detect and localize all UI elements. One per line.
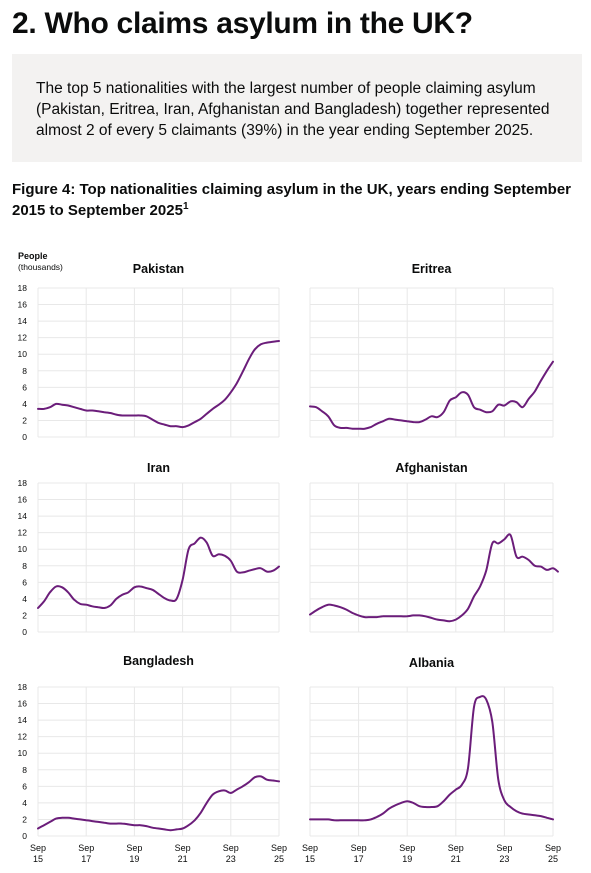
y-tick-label: 4: [22, 594, 27, 604]
x-tick-label-year: 25: [548, 854, 558, 864]
panel-title-afghanistan: Afghanistan: [395, 461, 467, 475]
y-tick-label: 12: [18, 732, 28, 742]
y-tick-label: 14: [18, 715, 28, 725]
y-axis-label: People: [18, 251, 48, 261]
x-tick-label-year: 21: [451, 854, 461, 864]
x-tick-label-year: 23: [226, 854, 236, 864]
y-tick-label: 14: [18, 316, 28, 326]
y-tick-label: 2: [22, 814, 27, 824]
y-tick-label: 4: [22, 798, 27, 808]
x-tick-label-year: 19: [402, 854, 412, 864]
x-tick-label-month: Sep: [78, 843, 94, 853]
y-axis-unit-label: (thousands): [18, 262, 63, 272]
series-line-afghanistan[interactable]: [310, 534, 558, 621]
y-tick-label: 4: [22, 399, 27, 409]
y-tick-label: 0: [22, 432, 27, 442]
x-tick-label-month: Sep: [175, 843, 191, 853]
panel-iran: 0 2 4 6 8 10 12 14 16 18 Iran: [18, 461, 279, 637]
y-tick-label: 18: [18, 283, 28, 293]
x-tick-label-month: Sep: [399, 843, 415, 853]
y-tick-label: 8: [22, 765, 27, 775]
panel-eritrea: Eritrea: [310, 262, 553, 437]
panel-title-iran: Iran: [147, 461, 170, 475]
x-tick-label-year: 15: [33, 854, 43, 864]
y-tick-label: 10: [18, 748, 28, 758]
x-tick-label-year: 17: [354, 854, 364, 864]
y-tick-label: 6: [22, 781, 27, 791]
y-tick-label: 18: [18, 682, 28, 692]
y-tick-label: 16: [18, 495, 28, 505]
x-tick-label-year: 21: [178, 854, 188, 864]
panel-title-eritrea: Eritrea: [412, 262, 453, 276]
x-tick-label-month: Sep: [30, 843, 46, 853]
y-tick-label: 8: [22, 561, 27, 571]
y-tick-label: 12: [18, 528, 28, 538]
y-tick-label: 0: [22, 831, 27, 841]
x-tick-label-month: Sep: [126, 843, 142, 853]
y-tick-label: 6: [22, 577, 27, 587]
y-tick-label: 16: [18, 699, 28, 709]
x-tick-label-month: Sep: [545, 843, 561, 853]
panel-afghanistan: Afghanistan: [310, 461, 558, 632]
x-tick-label-year: 17: [81, 854, 91, 864]
x-tick-label-month: Sep: [496, 843, 512, 853]
panel-title-pakistan: Pakistan: [133, 262, 184, 276]
y-tick-label: 16: [18, 300, 28, 310]
y-tick-label: 14: [18, 511, 28, 521]
y-tick-label: 2: [22, 610, 27, 620]
x-tick-label-year: 23: [499, 854, 509, 864]
x-tick-label-month: Sep: [302, 843, 318, 853]
y-tick-label: 18: [18, 478, 28, 488]
y-tick-label: 8: [22, 366, 27, 376]
panel-pakistan: 0 2 4 6 8 10 12 14 16 18 Pakistan: [18, 262, 279, 442]
x-tick-label-month: Sep: [223, 843, 239, 853]
x-tick-label-month: Sep: [448, 843, 464, 853]
y-tick-label: 12: [18, 333, 28, 343]
panel-title-bangladesh: Bangladesh: [123, 654, 194, 668]
y-tick-label: 2: [22, 415, 27, 425]
x-tick-label-year: 19: [129, 854, 139, 864]
series-line-iran[interactable]: [38, 538, 279, 608]
y-tick-label: 0: [22, 627, 27, 637]
x-tick-label-year: 25: [274, 854, 284, 864]
x-tick-label-month: Sep: [351, 843, 367, 853]
panel-title-albania: Albania: [409, 656, 455, 670]
series-line-albania[interactable]: [310, 696, 553, 820]
series-line-eritrea[interactable]: [310, 362, 553, 429]
y-tick-label: 10: [18, 544, 28, 554]
panel-bangladesh: 024681012141618Sep15Sep17Sep19Sep21Sep23…: [18, 654, 287, 864]
x-tick-label-month: Sep: [271, 843, 287, 853]
y-tick-label: 6: [22, 382, 27, 392]
x-tick-label-year: 15: [305, 854, 315, 864]
y-tick-label: 10: [18, 349, 28, 359]
